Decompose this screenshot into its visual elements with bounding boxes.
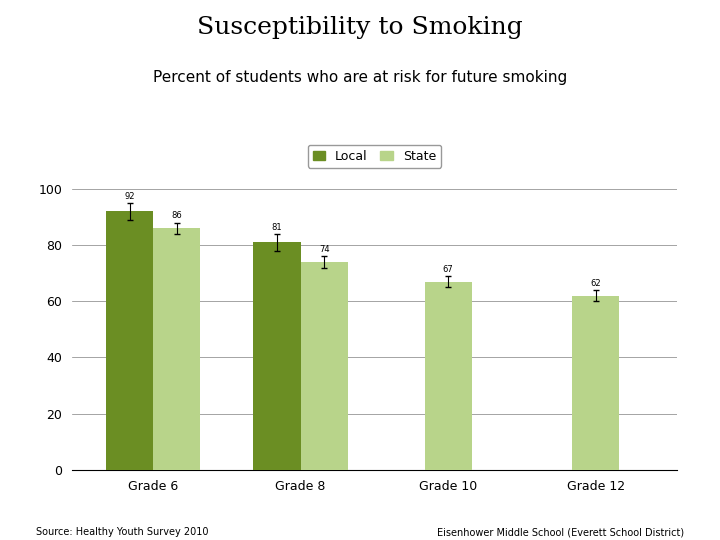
Bar [301,262,348,470]
Text: Source: Healthy Youth Survey 2010: Source: Healthy Youth Survey 2010 [36,527,209,537]
Bar [106,212,153,470]
Legend: Local, State: Local, State [307,145,441,168]
Text: 67: 67 [443,265,454,274]
Bar [153,228,200,470]
Text: 74: 74 [319,245,330,254]
Text: 62: 62 [590,279,601,288]
Bar [572,296,619,470]
Text: Susceptibility to Smoking: Susceptibility to Smoking [197,16,523,39]
Text: 92: 92 [125,192,135,201]
Text: Percent of students who are at risk for future smoking: Percent of students who are at risk for … [153,70,567,85]
Bar [253,242,301,470]
Text: Eisenhower Middle School (Everett School District): Eisenhower Middle School (Everett School… [437,527,684,537]
Text: 81: 81 [271,222,282,232]
Text: 86: 86 [171,212,182,220]
Bar [425,282,472,470]
